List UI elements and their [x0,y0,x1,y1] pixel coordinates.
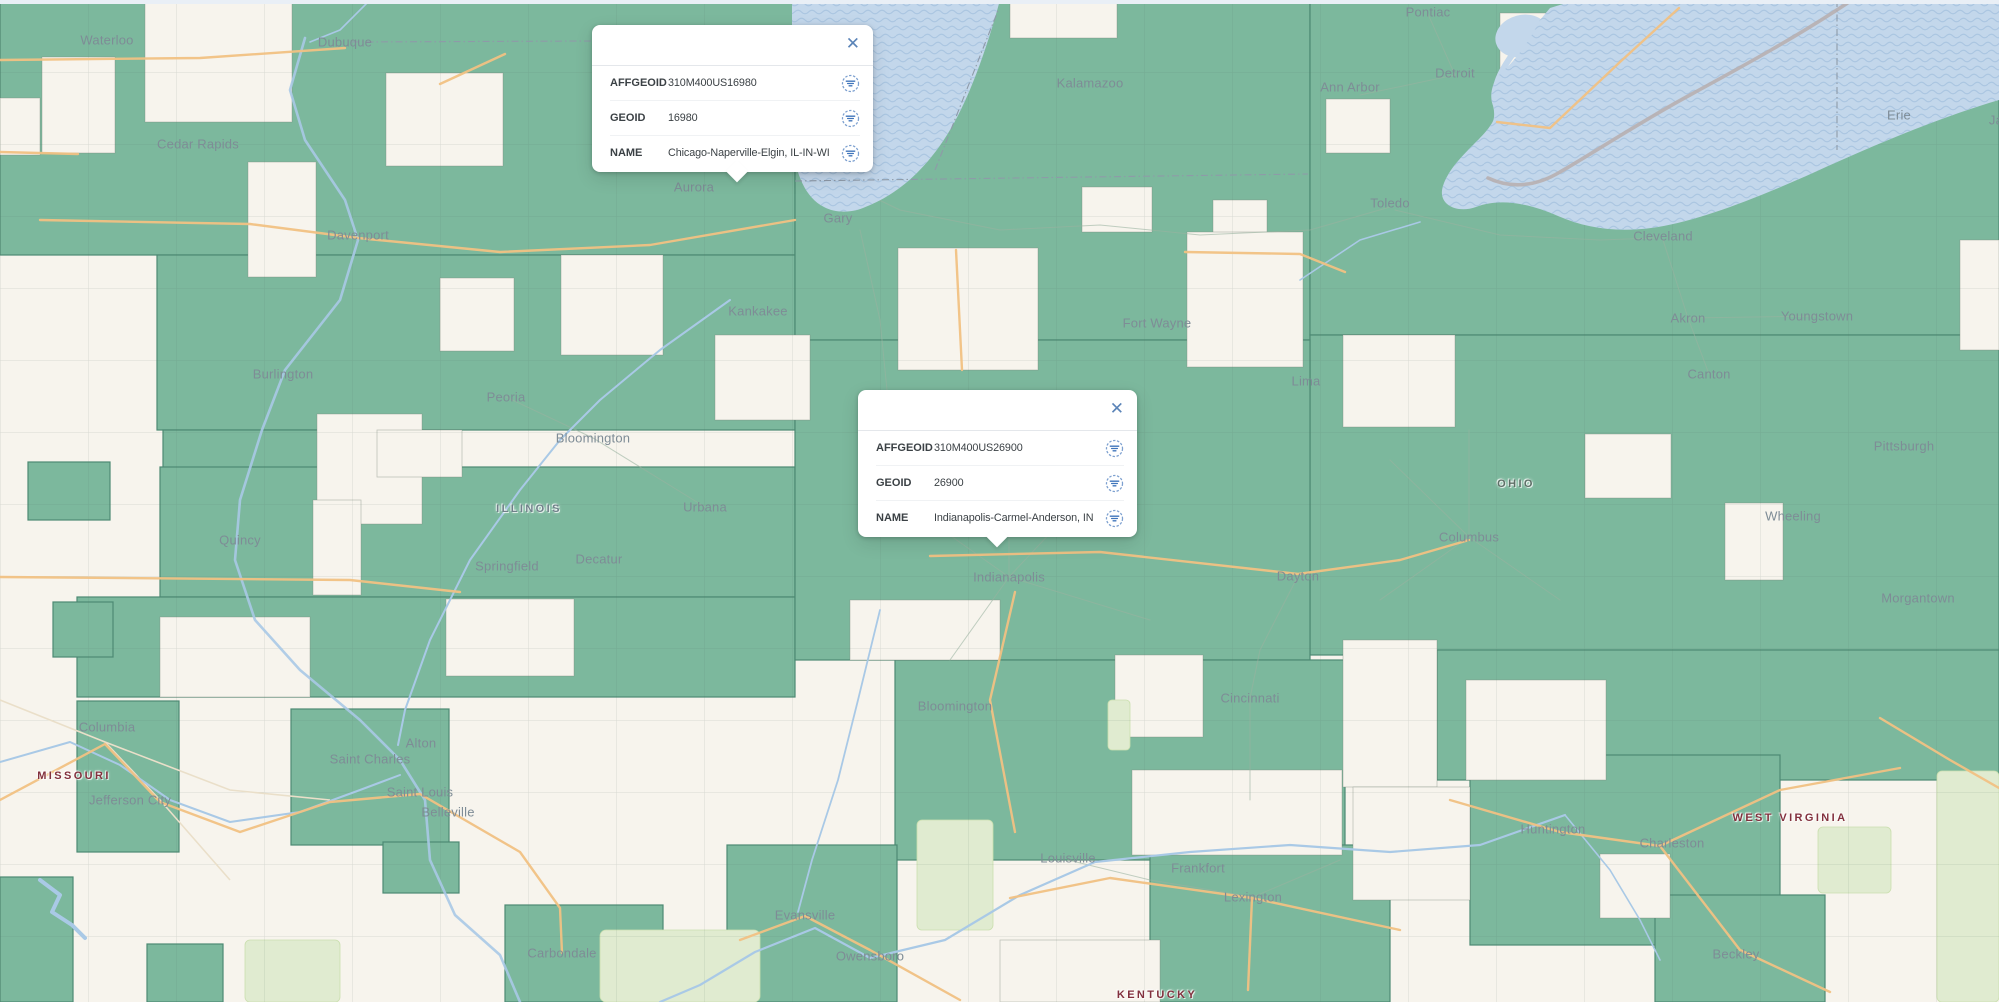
filter-icon[interactable] [1105,509,1124,528]
field-label: NAME [876,512,909,524]
filter-icon[interactable] [841,74,860,93]
popup-row: NAME Chicago-Naperville-Elgin, IL-IN-WI [610,136,860,170]
filter-icon[interactable] [1105,474,1124,493]
missouri-river [0,741,401,823]
field-label: AFFGEOID [610,77,667,89]
filter-icon[interactable] [841,144,860,163]
popup-header: ✕ [592,25,873,66]
field-value: 16980 [668,112,698,124]
popup-row: AFFGEOID 310M400US26900 [876,431,1124,466]
field-label: GEOID [610,112,646,124]
lake-michigan-border [934,7,1000,171]
field-value: 310M400US16980 [668,77,757,89]
popup-row: GEOID 26900 [876,466,1124,501]
maumee-river [1299,221,1421,281]
field-label: NAME [610,147,643,159]
field-label: GEOID [876,477,912,489]
close-icon[interactable]: ✕ [845,34,860,53]
kanawha-river [1564,814,1661,961]
popup-row: GEOID 16980 [610,101,860,136]
filter-icon[interactable] [1105,439,1124,458]
local-roads [0,699,331,881]
field-value: Chicago-Naperville-Elgin, IL-IN-WI [668,147,830,159]
filter-icon[interactable] [841,109,860,128]
top-edge-strip [0,0,1999,4]
close-icon[interactable]: ✕ [1109,399,1124,418]
wabash-river [797,609,881,913]
rock-river [309,0,371,43]
feature-popup-chicago: ✕ AFFGEOID 310M400US16980 GEOID 16980 NA… [592,25,873,183]
field-value: Indianapolis-Carmel-Anderson, IN [934,512,1094,524]
field-value: 310M400US26900 [934,442,1023,454]
popup-row: NAME Indianapolis-Carmel-Anderson, IN [876,501,1124,535]
lake-of-the-ozarks [38,878,87,940]
mississippi-river [233,36,522,1002]
popup-body: AFFGEOID 310M400US16980 GEOID 16980 NAME… [592,66,873,172]
ia-wi-border [351,40,593,43]
in-mi-border [794,173,1309,182]
field-value: 26900 [934,477,964,489]
minor-roads [505,13,1818,898]
popup-body: AFFGEOID 310M400US26900 GEOID 26900 NAME… [858,431,1137,537]
state-borders-dashed [351,0,1838,182]
canada-border-line [1486,0,1854,187]
highways [0,6,1999,1002]
illinois-river [397,299,731,746]
feature-popup-indianapolis: ✕ AFFGEOID 310M400US26900 GEOID 26900 NA… [858,390,1137,548]
field-label: AFFGEOID [876,442,933,454]
popup-header: ✕ [858,390,1137,431]
popup-row: AFFGEOID 310M400US16980 [610,66,860,101]
